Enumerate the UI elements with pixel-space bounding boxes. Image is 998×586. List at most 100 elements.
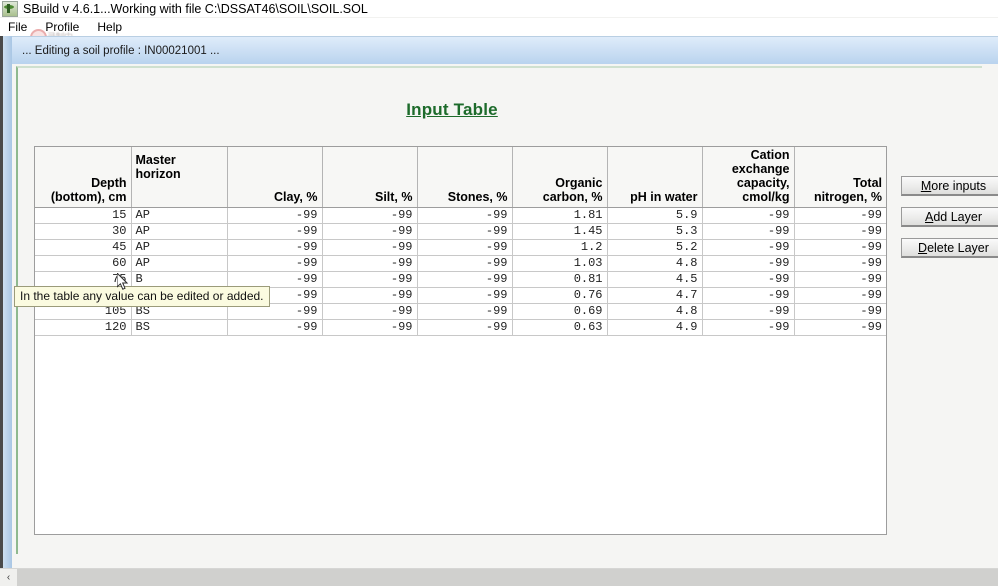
cell-silt[interactable]: -99: [322, 223, 418, 240]
cell-depth[interactable]: 15: [35, 207, 132, 224]
cell-stones[interactable]: -99: [417, 207, 513, 224]
cell-horizon[interactable]: AP: [131, 207, 228, 224]
cell-clay[interactable]: -99: [227, 303, 323, 320]
column-header-ph[interactable]: pH in water: [607, 147, 703, 208]
add-layer-button[interactable]: Add Layer: [901, 207, 998, 227]
cell-depth[interactable]: 120: [35, 319, 132, 336]
menu-item-profile[interactable]: Profile: [45, 20, 80, 34]
cell-tn[interactable]: -99: [794, 255, 886, 272]
cell-stones[interactable]: -99: [417, 303, 513, 320]
column-header-stones[interactable]: Stones, %: [417, 147, 513, 208]
cell-stones[interactable]: -99: [417, 255, 513, 272]
cell-stones[interactable]: -99: [417, 271, 513, 288]
cell-silt[interactable]: -99: [322, 303, 418, 320]
cell-stones[interactable]: -99: [417, 287, 513, 304]
cell-clay[interactable]: -99: [227, 207, 323, 224]
cell-clay[interactable]: -99: [227, 223, 323, 240]
cell-depth[interactable]: 45: [35, 239, 132, 256]
cell-oc[interactable]: 0.63: [512, 319, 608, 336]
window-titlebar: SBuild v 4.6.1...Working with file C:\DS…: [0, 0, 998, 17]
cell-oc[interactable]: 0.69: [512, 303, 608, 320]
cell-oc[interactable]: 0.81: [512, 271, 608, 288]
cell-stones[interactable]: -99: [417, 239, 513, 256]
cell-depth[interactable]: 30: [35, 223, 132, 240]
cell-horizon[interactable]: AP: [131, 255, 228, 272]
cell-ph[interactable]: 4.8: [607, 303, 703, 320]
table-row[interactable]: 45 AP -99 -99 -99 1.2 5.2 -99 -99: [35, 239, 886, 256]
cell-horizon[interactable]: B: [131, 271, 228, 288]
cell-ph[interactable]: 4.8: [607, 255, 703, 272]
cell-depth[interactable]: 60: [35, 255, 132, 272]
cell-oc[interactable]: 0.76: [512, 287, 608, 304]
column-header-clay[interactable]: Clay, %: [227, 147, 323, 208]
scrollbar-track[interactable]: [17, 569, 998, 586]
wizard-page: Input Table Depth (bottom), cm Master ho…: [12, 64, 998, 568]
table-row[interactable]: 15 AP -99 -99 -99 1.81 5.9 -99 -99: [35, 207, 886, 224]
cell-horizon[interactable]: BS: [131, 303, 228, 320]
cell-tn[interactable]: -99: [794, 271, 886, 288]
column-header-horizon[interactable]: Master horizon: [131, 147, 228, 208]
cell-cec[interactable]: -99: [702, 255, 795, 272]
cell-clay[interactable]: -99: [227, 319, 323, 336]
cell-oc[interactable]: 1.2: [512, 239, 608, 256]
cell-stones[interactable]: -99: [417, 223, 513, 240]
cell-tn[interactable]: -99: [794, 303, 886, 320]
cell-silt[interactable]: -99: [322, 271, 418, 288]
cell-silt[interactable]: -99: [322, 239, 418, 256]
cell-tn[interactable]: -99: [794, 239, 886, 256]
cell-clay[interactable]: -99: [227, 255, 323, 272]
table-row[interactable]: 30 AP -99 -99 -99 1.45 5.3 -99 -99: [35, 223, 886, 240]
scroll-left-arrow-icon[interactable]: ‹: [0, 569, 17, 586]
table-row[interactable]: 60 AP -99 -99 -99 1.03 4.8 -99 -99: [35, 255, 886, 272]
cell-cec[interactable]: -99: [702, 319, 795, 336]
soil-layers-table[interactable]: Depth (bottom), cm Master horizon Clay, …: [35, 147, 886, 336]
cell-horizon[interactable]: AP: [131, 239, 228, 256]
column-header-total-nitrogen[interactable]: Total nitrogen, %: [794, 147, 886, 208]
soil-layers-table-container[interactable]: Depth (bottom), cm Master horizon Clay, …: [34, 146, 887, 535]
cell-ph[interactable]: 5.2: [607, 239, 703, 256]
cell-clay[interactable]: -99: [227, 271, 323, 288]
cell-horizon[interactable]: AP: [131, 223, 228, 240]
cell-depth[interactable]: 105: [35, 303, 132, 320]
table-row[interactable]: 120 BS -99 -99 -99 0.63 4.9 -99 -99: [35, 319, 886, 336]
cell-silt[interactable]: -99: [322, 255, 418, 272]
cell-stones[interactable]: -99: [417, 319, 513, 336]
cell-ph[interactable]: 4.5: [607, 271, 703, 288]
cell-silt[interactable]: -99: [322, 287, 418, 304]
cell-tn[interactable]: -99: [794, 319, 886, 336]
cell-silt[interactable]: -99: [322, 207, 418, 224]
cell-ph[interactable]: 4.7: [607, 287, 703, 304]
cell-oc[interactable]: 1.81: [512, 207, 608, 224]
cell-cec[interactable]: -99: [702, 239, 795, 256]
cell-oc[interactable]: 1.45: [512, 223, 608, 240]
cell-horizon[interactable]: BS: [131, 319, 228, 336]
cell-cec[interactable]: -99: [702, 223, 795, 240]
cell-clay[interactable]: -99: [227, 239, 323, 256]
table-row[interactable]: 75 B -99 -99 -99 0.81 4.5 -99 -99: [35, 271, 886, 288]
cell-cec[interactable]: -99: [702, 207, 795, 224]
layer-actions: More inputs Add Layer Delete Layer: [901, 176, 998, 269]
menu-item-file[interactable]: File: [8, 20, 28, 34]
table-body[interactable]: 15 AP -99 -99 -99 1.81 5.9 -99 -99 30 AP -99 -99 -99 1…: [35, 207, 886, 336]
cell-depth[interactable]: 75: [35, 271, 132, 288]
cell-cec[interactable]: -99: [702, 287, 795, 304]
delete-layer-button[interactable]: Delete Layer: [901, 238, 998, 258]
more-inputs-button[interactable]: More inputs: [901, 176, 998, 196]
cell-ph[interactable]: 4.9: [607, 319, 703, 336]
cell-cec[interactable]: -99: [702, 303, 795, 320]
table-row[interactable]: 105 BS -99 -99 -99 0.69 4.8 -99 -99: [35, 303, 886, 320]
column-header-cec[interactable]: Cation exchange capacity, cmol/kg: [702, 147, 795, 208]
menu-item-help[interactable]: Help: [97, 20, 123, 34]
cell-ph[interactable]: 5.3: [607, 223, 703, 240]
column-header-organic-carbon[interactable]: Organic carbon, %: [512, 147, 608, 208]
cell-tn[interactable]: -99: [794, 207, 886, 224]
cell-cec[interactable]: -99: [702, 271, 795, 288]
column-header-depth[interactable]: Depth (bottom), cm: [35, 147, 132, 208]
horizontal-scrollbar[interactable]: ‹: [0, 568, 998, 586]
cell-ph[interactable]: 5.9: [607, 207, 703, 224]
cell-silt[interactable]: -99: [322, 319, 418, 336]
column-header-silt[interactable]: Silt, %: [322, 147, 418, 208]
cell-tn[interactable]: -99: [794, 287, 886, 304]
cell-tn[interactable]: -99: [794, 223, 886, 240]
cell-oc[interactable]: 1.03: [512, 255, 608, 272]
